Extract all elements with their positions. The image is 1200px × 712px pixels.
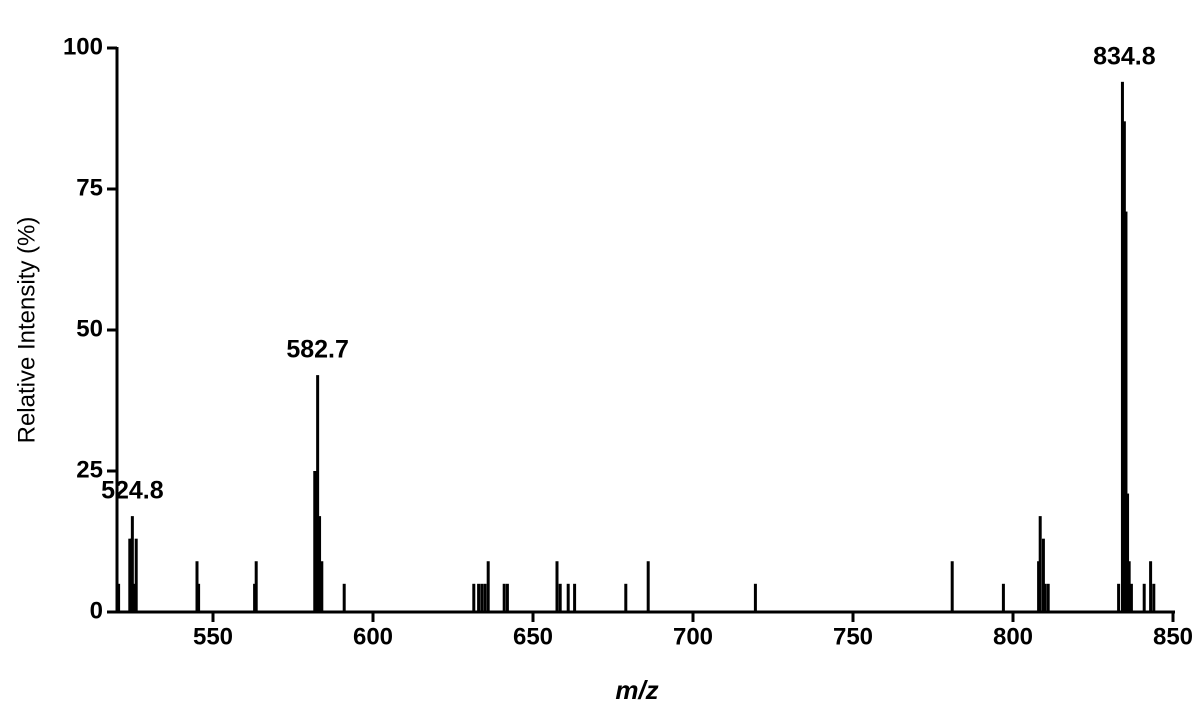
peak bbox=[1124, 211, 1128, 612]
x-tick-label: 600 bbox=[353, 623, 393, 650]
peak bbox=[1046, 583, 1050, 612]
peak bbox=[753, 583, 757, 612]
peak bbox=[128, 538, 132, 612]
peak bbox=[1126, 493, 1130, 612]
x-tick-label: 800 bbox=[993, 623, 1033, 650]
peak bbox=[1142, 583, 1146, 612]
y-tick-label: 75 bbox=[76, 174, 103, 201]
y-tick-label: 0 bbox=[90, 597, 103, 624]
x-tick-label: 750 bbox=[833, 623, 873, 650]
peak bbox=[342, 583, 346, 612]
peak bbox=[195, 561, 199, 612]
peak bbox=[1043, 583, 1047, 612]
y-tick-label: 100 bbox=[63, 33, 103, 60]
peak bbox=[558, 583, 562, 612]
x-axis-title: m/z bbox=[615, 675, 658, 705]
peak-label: 524.8 bbox=[101, 477, 164, 505]
peak bbox=[130, 516, 134, 612]
peak bbox=[566, 583, 570, 612]
x-tick-label: 850 bbox=[1153, 623, 1193, 650]
peak bbox=[1037, 561, 1041, 612]
peak-label: 834.8 bbox=[1093, 42, 1156, 70]
peak bbox=[320, 561, 324, 612]
x-tick-label: 700 bbox=[673, 623, 713, 650]
peak bbox=[573, 583, 577, 612]
peak bbox=[486, 561, 490, 612]
peak bbox=[646, 561, 650, 612]
peak bbox=[480, 583, 484, 612]
peak bbox=[134, 538, 138, 612]
peak bbox=[1001, 583, 1005, 612]
peak bbox=[318, 516, 322, 612]
peak bbox=[316, 375, 320, 612]
peak-label: 582.7 bbox=[286, 336, 349, 364]
peak bbox=[1117, 583, 1121, 612]
peak bbox=[1041, 538, 1045, 612]
peak bbox=[1152, 583, 1156, 612]
peak bbox=[117, 583, 121, 612]
peak bbox=[1122, 121, 1126, 612]
peak bbox=[197, 583, 201, 612]
peak bbox=[483, 583, 487, 612]
x-tick-label: 650 bbox=[513, 623, 553, 650]
peak bbox=[254, 561, 258, 612]
peak bbox=[950, 561, 954, 612]
peak bbox=[624, 583, 628, 612]
y-axis-title: Relative Intensity (%) bbox=[13, 217, 40, 444]
peak bbox=[133, 583, 137, 612]
peak bbox=[472, 583, 476, 612]
peak bbox=[1129, 583, 1133, 612]
peak bbox=[253, 583, 257, 612]
peak bbox=[314, 471, 318, 612]
peak bbox=[1120, 81, 1124, 613]
peak bbox=[1038, 516, 1042, 612]
peak bbox=[1127, 561, 1131, 612]
peak bbox=[505, 583, 509, 612]
peak bbox=[1149, 561, 1153, 612]
peak bbox=[555, 561, 559, 612]
x-tick-label: 550 bbox=[193, 623, 233, 650]
peak bbox=[477, 583, 481, 612]
y-tick-label: 50 bbox=[76, 315, 103, 342]
peak bbox=[502, 583, 506, 612]
y-tick-label: 25 bbox=[76, 456, 103, 483]
